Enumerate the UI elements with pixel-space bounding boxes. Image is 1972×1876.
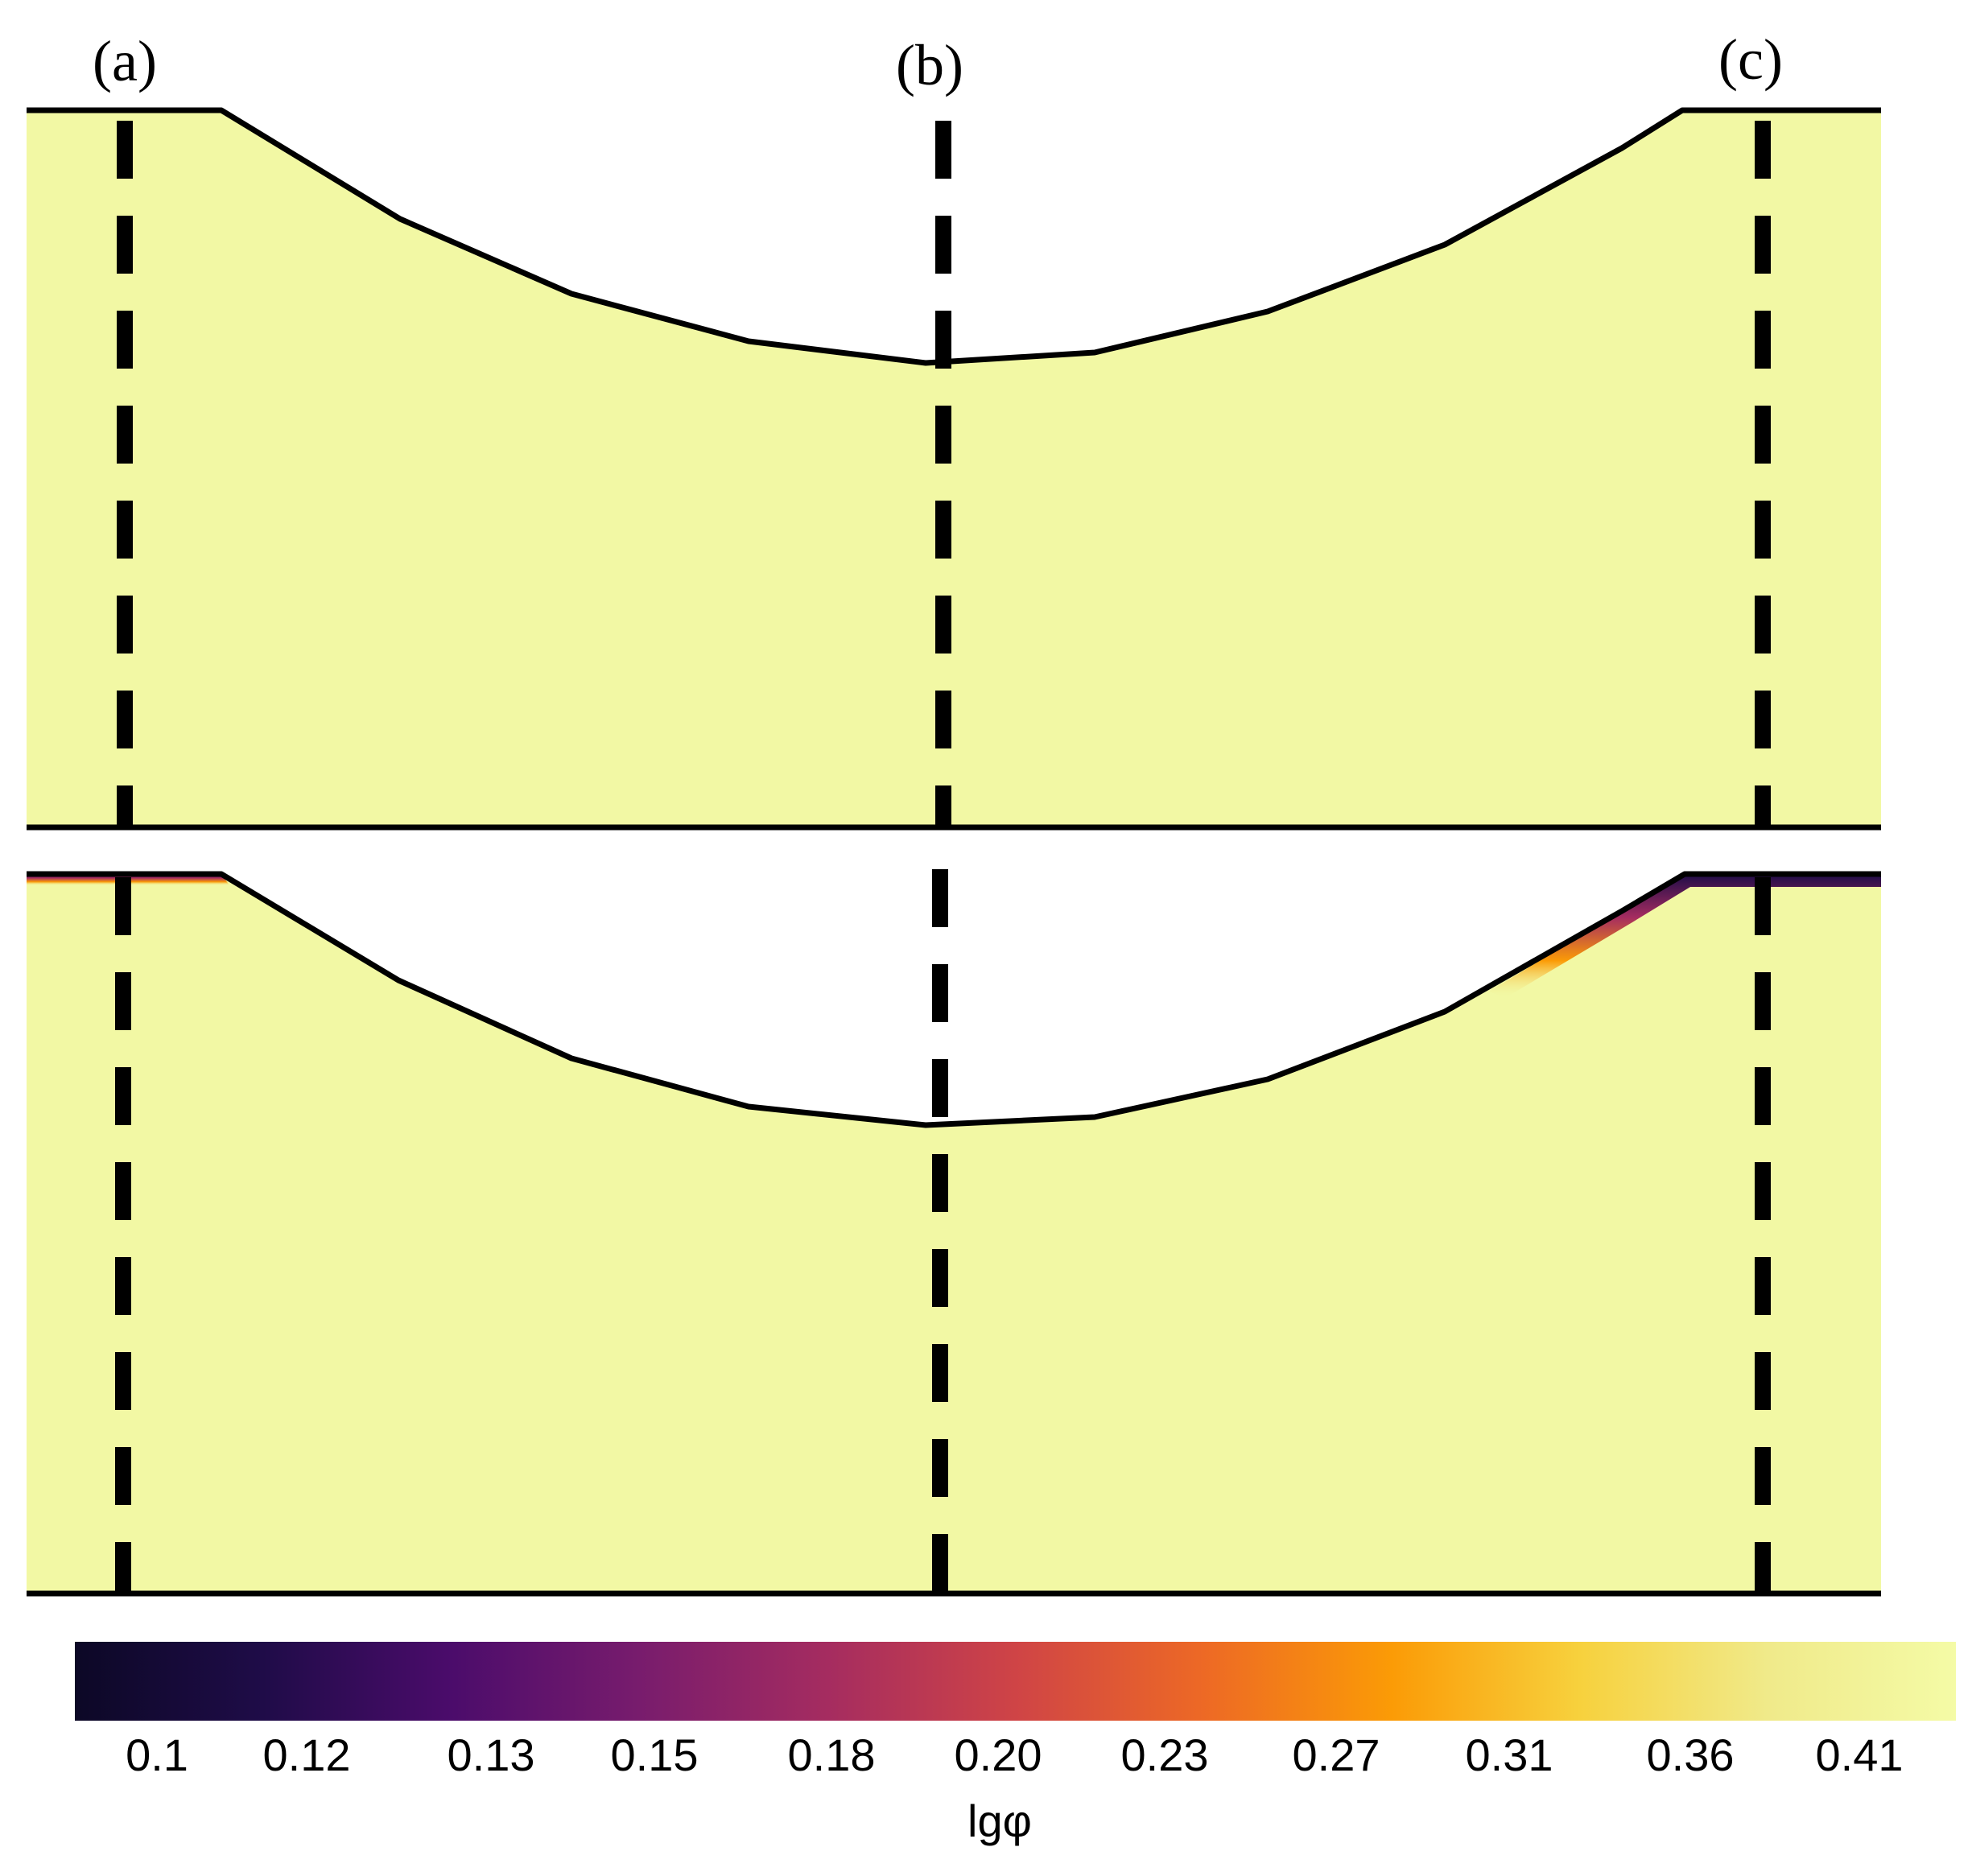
colorbar-tick-label: 0.27 (1293, 1730, 1380, 1780)
colorbar-tick-label: 0.36 (1647, 1730, 1735, 1780)
section-label-b: (b) (896, 33, 963, 97)
colorbar-tick-label: 0.12 (263, 1730, 351, 1780)
lower-surface-line (27, 871, 1881, 1128)
lower-surface-skin-right (1489, 874, 1881, 998)
lower-domain-fill (27, 874, 1881, 1594)
colorbar-tick-label: 0.18 (788, 1730, 876, 1780)
upper-panel (27, 107, 1881, 831)
lower-panel (27, 869, 1881, 1597)
colorbar-tick-label: 0.41 (1816, 1730, 1904, 1780)
colorbar-bar (75, 1642, 1956, 1721)
section-label-a: (a) (93, 29, 157, 93)
upper-domain-fill (27, 110, 1881, 827)
colorbar-tick-label: 0.31 (1466, 1730, 1553, 1780)
colorbar-title: lgφ (967, 1796, 1032, 1846)
colorbar-tick-label: 0.13 (448, 1730, 535, 1780)
colorbar-tick-label: 0.23 (1121, 1730, 1209, 1780)
colorbar-tick-label: 0.15 (611, 1730, 699, 1780)
colorbar-tick-label: 0.20 (955, 1730, 1042, 1780)
colorbar: 0.1 0.12 0.13 0.15 0.18 0.20 0.23 0.27 0.31 0.36 0… (75, 1642, 1956, 1846)
colorbar-tick-label: 0.1 (126, 1730, 188, 1780)
section-label-c: (c) (1718, 27, 1783, 92)
upper-surface-line (27, 107, 1881, 366)
colorbar-tick-labels: 0.1 0.12 0.13 0.15 0.18 0.20 0.23 0.27 0.31 0.36 0… (126, 1730, 1903, 1780)
